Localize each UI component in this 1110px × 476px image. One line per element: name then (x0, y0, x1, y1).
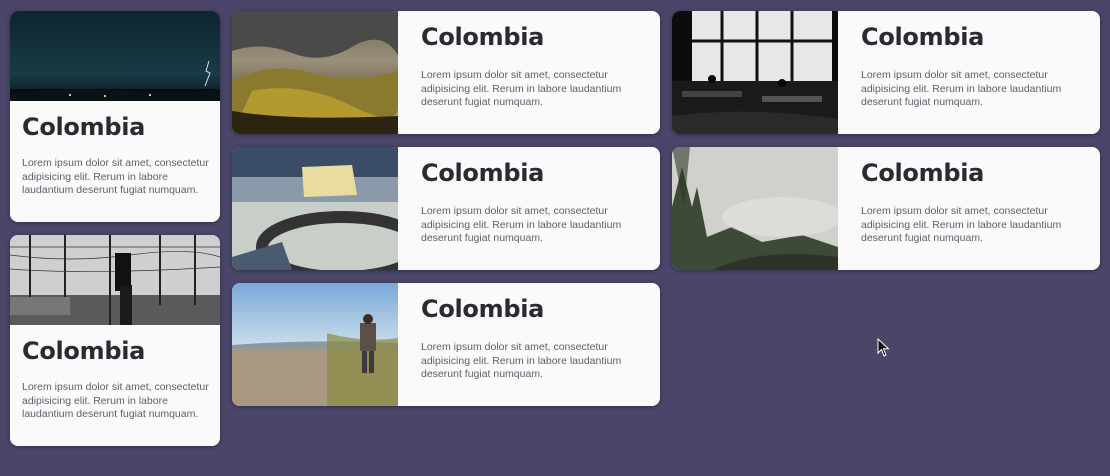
railway-overhead-wires-photo (10, 235, 220, 325)
night-storm-lightning-photo (10, 11, 220, 101)
card-description: Lorem ipsum dolor sit amet, consectetur … (22, 381, 209, 420)
card-description: Lorem ipsum dolor sit amet, consectetur … (421, 69, 622, 108)
card-title: Colombia (421, 295, 545, 323)
card-description: Lorem ipsum dolor sit amet, consectetur … (861, 205, 1062, 244)
card-title: Colombia (421, 23, 545, 51)
card-description: Lorem ipsum dolor sit amet, consectetur … (421, 341, 622, 380)
card-storm[interactable]: Colombia Lorem ipsum dolor sit amet, con… (10, 11, 220, 222)
beach-walker-photo (232, 283, 398, 406)
card-mountains[interactable]: Colombia Lorem ipsum dolor sit amet, con… (232, 11, 660, 134)
vinyl-record-player-photo (232, 147, 398, 270)
card-beach[interactable]: Colombia Lorem ipsum dolor sit amet, con… (232, 283, 660, 406)
card-title: Colombia (861, 23, 985, 51)
card-title: Colombia (22, 113, 146, 141)
card-description: Lorem ipsum dolor sit amet, consectetur … (22, 157, 209, 196)
card-title: Colombia (421, 159, 545, 187)
mouse-pointer-icon (877, 338, 891, 358)
mountain-valley-clouds-photo (232, 11, 398, 134)
card-cafe[interactable]: Colombia Lorem ipsum dolor sit amet, con… (672, 11, 1100, 134)
card-description: Lorem ipsum dolor sit amet, consectetur … (421, 205, 622, 244)
card-title: Colombia (861, 159, 985, 187)
cafe-window-silhouettes-photo (672, 11, 838, 134)
card-title: Colombia (22, 337, 146, 365)
card-vinyl[interactable]: Colombia Lorem ipsum dolor sit amet, con… (232, 147, 660, 270)
card-forest[interactable]: Colombia Lorem ipsum dolor sit amet, con… (672, 147, 1100, 270)
card-railway[interactable]: Colombia Lorem ipsum dolor sit amet, con… (10, 235, 220, 446)
foggy-forest-photo (672, 147, 838, 270)
card-description: Lorem ipsum dolor sit amet, consectetur … (861, 69, 1062, 108)
